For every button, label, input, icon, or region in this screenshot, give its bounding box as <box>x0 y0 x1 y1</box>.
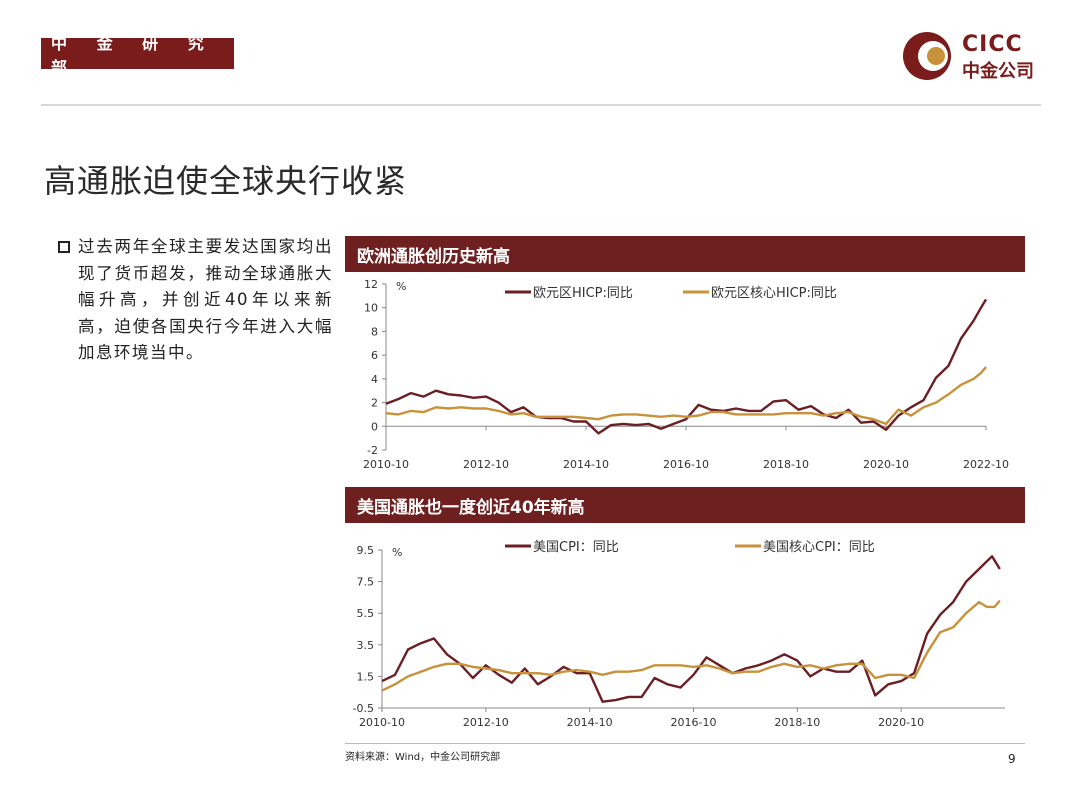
page-number: 9 <box>1008 752 1016 766</box>
series-line-2 <box>381 599 1001 692</box>
y-tick-label: 2 <box>371 397 378 410</box>
cicc-logo: CICC 中金公司 <box>900 28 1050 84</box>
y-tick-label: 4 <box>371 373 378 386</box>
y-tick-label: 5.5 <box>357 607 375 620</box>
chart-us-inflation: -0.5 1.5 3.5 5.5 7.5 9.5 % 2010-10 2012-10 2014-1… <box>353 540 1005 729</box>
source-note: 资料来源：Wind，中金公司研究部 <box>345 752 501 763</box>
x-tick-label: 2018-10 <box>763 458 809 471</box>
cicc-logo-mark-icon <box>903 32 951 80</box>
series-line-2 <box>385 366 987 426</box>
x-tick-label: 2014-10 <box>567 716 613 729</box>
x-tick-label: 2022-10 <box>963 458 1009 471</box>
chart-euro-inflation: -2 0 2 4 6 8 10 12 % 2010-10 2012-10 2014-10 2016-10… <box>363 278 1009 471</box>
y-tick-label: 6 <box>371 349 378 362</box>
x-tick-label: 2012-10 <box>463 716 509 729</box>
x-tick-label: 2012-10 <box>463 458 509 471</box>
y-tick-label: 0 <box>371 420 378 433</box>
logo-text-cicc: CICC <box>962 32 1023 57</box>
y-tick-label: 7.5 <box>357 576 375 589</box>
logo-text-zhongjin: 中金公司 <box>962 61 1034 82</box>
page-title: 高通胀迫使全球央行收紧 <box>44 162 408 200</box>
series-line-1 <box>385 298 988 435</box>
legend-label: 欧元区核心HICP:同比 <box>711 286 837 301</box>
y-tick-label: -0.5 <box>353 702 374 715</box>
legend-label: 美国CPI：同比 <box>533 540 619 555</box>
x-tick-label: 2016-10 <box>671 716 717 729</box>
square-bullet-icon <box>58 241 70 253</box>
x-tick-label: 2018-10 <box>774 716 820 729</box>
x-tick-label: 2020-10 <box>863 458 909 471</box>
bullet-point: 过去两年全球主要发达国家均出现了货币超发，推动全球通胀大幅升高，并创近40年以来… <box>58 234 333 367</box>
y-tick-label: 8 <box>371 325 378 338</box>
x-tick-label: 2010-10 <box>363 458 409 471</box>
chart-1-title: 欧洲通胀创历史新高 <box>345 236 1025 272</box>
y-tick-label: -2 <box>367 444 378 457</box>
y-tick-label: 9.5 <box>357 544 375 557</box>
y-axis-label: % <box>392 546 402 559</box>
x-tick-label: 2014-10 <box>563 458 609 471</box>
x-tick-label: 2020-10 <box>878 716 924 729</box>
y-axis-label: % <box>396 280 406 293</box>
legend-label: 美国核心CPI：同比 <box>763 540 875 555</box>
x-tick-label: 2010-10 <box>359 716 405 729</box>
bullet-text: 过去两年全球主要发达国家均出现了货币超发，推动全球通胀大幅升高，并创近40年以来… <box>78 237 333 362</box>
header-divider <box>41 104 1041 106</box>
footer-divider <box>345 743 1025 744</box>
x-tick-label: 2016-10 <box>663 458 709 471</box>
y-tick-label: 12 <box>364 278 378 291</box>
department-tag: 中 金 研 究 部 <box>41 34 234 77</box>
y-tick-label: 3.5 <box>357 639 375 652</box>
y-tick-label: 10 <box>364 302 378 315</box>
legend-label: 欧元区HICP:同比 <box>533 286 633 301</box>
series-line-1 <box>381 555 1001 703</box>
y-tick-label: 1.5 <box>357 670 375 683</box>
chart-2-title: 美国通胀也一度创近40年新高 <box>345 487 1025 523</box>
